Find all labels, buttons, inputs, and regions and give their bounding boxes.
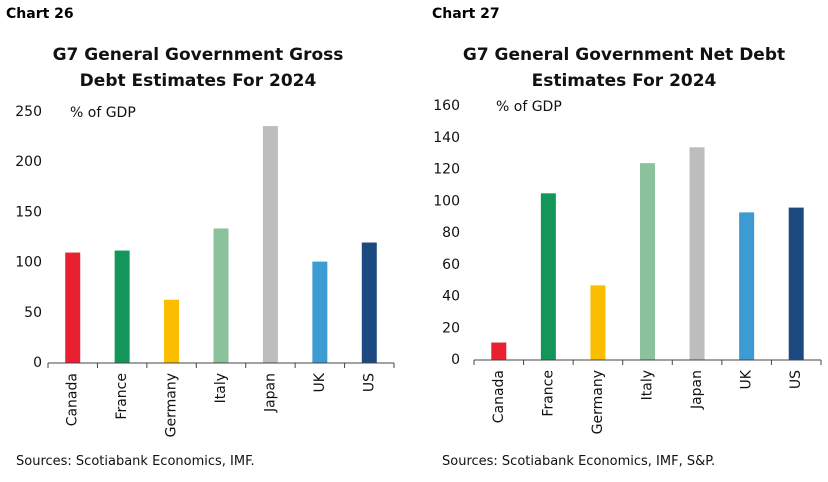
y-tick-label: 80: [442, 225, 460, 241]
bar: [65, 252, 81, 363]
y-tick-label: 100: [433, 193, 460, 209]
y-tick-label: 60: [442, 257, 460, 273]
x-tick-label: France: [114, 373, 130, 420]
bar: [312, 261, 328, 363]
bar: [361, 242, 377, 363]
bar: [739, 212, 755, 360]
y-tick-label: 250: [15, 104, 42, 120]
y-tick-label: 200: [15, 154, 42, 170]
bar: [491, 342, 507, 360]
x-tick-label: UK: [739, 369, 755, 389]
bar: [164, 299, 180, 363]
bar: [640, 163, 655, 360]
x-tick-label: Germany: [590, 370, 606, 434]
y-axis-unit: % of GDP: [70, 105, 136, 121]
x-tick-label: Canada: [491, 370, 507, 423]
source-note: Sources: Scotiabank Economics, IMF.: [16, 454, 255, 469]
y-tick-label: 0: [451, 352, 460, 368]
chart-label: Chart 27: [432, 6, 500, 22]
bar: [114, 250, 130, 363]
y-tick-label: 140: [433, 130, 460, 146]
x-tick-label: Italy: [213, 373, 229, 403]
chart-title: G7 General Government Gross Debt Estimat…: [52, 45, 344, 91]
x-tick-label: Japan: [262, 373, 278, 413]
chart-title: G7 General Government Net Debt Estimates…: [462, 45, 786, 91]
bar: [788, 207, 804, 360]
y-tick-label: 120: [433, 162, 460, 178]
x-tick-label: Germany: [164, 373, 180, 437]
bar: [262, 126, 278, 363]
source-note: Sources: Scotiabank Economics, IMF, S&P.: [442, 454, 716, 469]
x-tick-label: US: [788, 370, 804, 389]
y-tick-label: 50: [24, 305, 42, 321]
chart-label: Chart 26: [6, 6, 74, 22]
y-tick-label: 150: [15, 204, 42, 220]
y-tick-label: 20: [442, 320, 460, 336]
y-axis-unit: % of GDP: [496, 99, 562, 115]
x-tick-label: Canada: [65, 373, 81, 426]
y-tick-label: 0: [33, 355, 42, 371]
bar: [540, 193, 556, 360]
y-tick-label: 160: [433, 98, 460, 114]
x-tick-label: US: [361, 373, 377, 392]
y-tick-label: 40: [442, 289, 460, 305]
bar: [213, 228, 229, 363]
x-tick-label: UK: [312, 372, 328, 392]
x-tick-label: Italy: [640, 370, 656, 400]
bar: [590, 285, 606, 360]
bar: [689, 147, 705, 360]
x-tick-label: Japan: [689, 370, 705, 410]
x-tick-label: France: [540, 370, 556, 417]
y-tick-label: 100: [15, 255, 42, 271]
